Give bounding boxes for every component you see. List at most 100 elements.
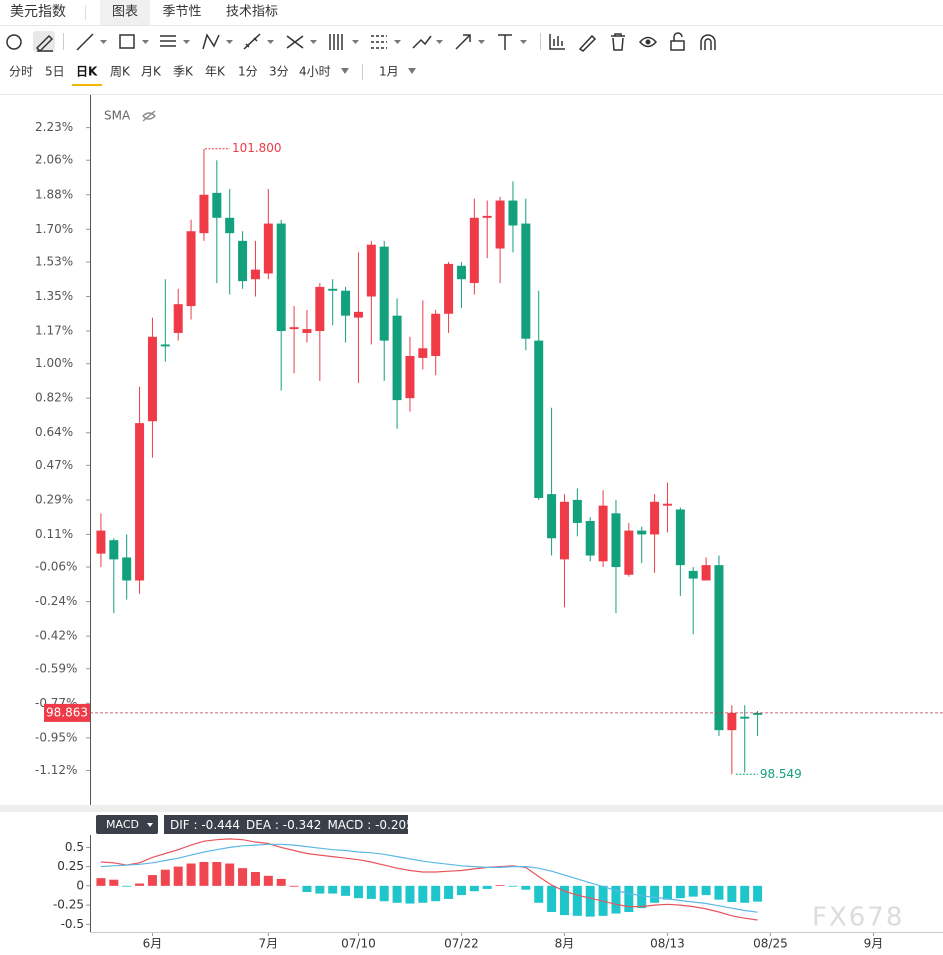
tool-icon[interactable] — [329, 34, 343, 50]
candle-body — [212, 192, 222, 218]
candle-body — [482, 215, 492, 218]
period-underline — [72, 84, 102, 86]
indicator-select[interactable] — [96, 815, 158, 834]
tool-icon[interactable] — [498, 34, 512, 50]
macd-bar — [521, 885, 531, 890]
dropdown-arrow[interactable] — [310, 40, 317, 44]
macd-bar — [276, 878, 286, 886]
dropdown-arrow[interactable] — [341, 68, 349, 74]
range[interactable]: 1月 — [379, 65, 399, 79]
candle-body — [534, 340, 544, 498]
macd-bar — [405, 885, 415, 904]
y-tick-label: -0.25 — [53, 898, 84, 912]
panel-separator — [0, 805, 943, 812]
macd-bar — [714, 885, 724, 900]
macd-bar — [456, 885, 466, 896]
macd-bar — [109, 879, 119, 886]
tool-icon[interactable] — [578, 34, 597, 52]
candle-body — [521, 223, 531, 339]
tool-icon[interactable] — [611, 33, 625, 51]
tool-icon[interactable] — [645, 39, 651, 45]
dropdown-arrow[interactable] — [100, 40, 107, 44]
tool-icon[interactable] — [119, 34, 135, 49]
macd-bar — [263, 875, 273, 886]
macd-bar — [212, 862, 222, 886]
tab[interactable]: 技术指标 — [226, 5, 278, 20]
indicator-select-label[interactable]: MACD — [106, 818, 139, 831]
tool-icon[interactable] — [412, 35, 432, 49]
dropdown-arrow[interactable] — [394, 40, 401, 44]
dropdown-arrow[interactable] — [520, 40, 527, 44]
y-tick-label: -0.24% — [35, 594, 77, 608]
candle-body — [701, 565, 711, 581]
tool-icon[interactable] — [202, 33, 220, 50]
period[interactable]: 3分 — [269, 65, 289, 79]
period[interactable]: 周K — [110, 65, 131, 79]
candle-body — [147, 336, 157, 422]
candle-body — [637, 530, 647, 535]
tab[interactable]: 季节性 — [162, 5, 201, 20]
tool-icon[interactable] — [35, 34, 54, 53]
tool-icon[interactable] — [6, 34, 22, 50]
macd-bar — [238, 868, 248, 886]
period[interactable]: 4小时 — [299, 65, 331, 79]
tool-icon[interactable] — [76, 33, 94, 51]
dropdown-arrow[interactable] — [142, 40, 149, 44]
candle-body — [379, 246, 389, 341]
visibility-icon[interactable] — [142, 110, 156, 122]
tool-icon[interactable] — [371, 35, 387, 49]
period[interactable]: 分时 — [9, 65, 33, 79]
macd-bar — [559, 885, 569, 916]
eye-slash[interactable] — [142, 110, 156, 122]
dropdown-arrow[interactable] — [436, 40, 443, 44]
macd-bar — [199, 862, 209, 886]
y-tick-label: -0.5 — [61, 917, 84, 931]
y-tick-label: 0.25 — [57, 859, 84, 873]
dropdown-arrow[interactable] — [183, 40, 190, 44]
x-tick-label: 9月 — [864, 937, 884, 951]
tool-icon[interactable] — [160, 35, 176, 47]
macd-bar — [740, 885, 750, 903]
y-tick-label: 1.00% — [35, 356, 73, 370]
dropdown-arrow[interactable] — [478, 40, 485, 44]
tool-icon[interactable] — [455, 34, 471, 50]
dropdown-arrow[interactable] — [408, 68, 416, 74]
dropdown-arrow[interactable] — [147, 823, 153, 827]
indicator-label: SMA — [104, 109, 131, 123]
macd-line — [100, 843, 758, 913]
y-tick-label: 2.23% — [35, 120, 73, 134]
macd-bar — [534, 885, 544, 903]
macd-bar — [482, 885, 492, 889]
dropdown-arrow[interactable] — [226, 40, 233, 44]
period[interactable]: 季K — [173, 65, 194, 79]
tool-icon[interactable] — [673, 32, 683, 41]
macd-bar — [341, 885, 351, 896]
macd-bar — [727, 885, 737, 902]
period-selected[interactable]: 日K — [76, 65, 98, 79]
dropdown-arrow[interactable] — [267, 40, 274, 44]
macd-bar — [366, 885, 376, 899]
tool-icon[interactable] — [700, 34, 716, 50]
macd-bar — [753, 885, 763, 902]
min-label: 98.549 — [760, 767, 802, 781]
tool-icon[interactable] — [549, 34, 565, 50]
tab[interactable]: 图表 — [112, 5, 138, 20]
candle-body — [662, 503, 672, 506]
x-tick-label: 07/22 — [444, 937, 479, 951]
tool-icon[interactable] — [286, 35, 304, 49]
tool-icon[interactable] — [243, 33, 261, 50]
macd-line — [100, 838, 758, 921]
x-tick-label: 08/13 — [650, 937, 685, 951]
candle-body — [160, 344, 170, 347]
tool-icon[interactable] — [638, 36, 658, 48]
period[interactable]: 年K — [205, 65, 226, 79]
period[interactable]: 月K — [141, 65, 162, 79]
candle-body — [624, 530, 634, 575]
y-tick-label: -1.12% — [35, 763, 77, 777]
macd-bar — [302, 885, 312, 892]
dropdown-arrow[interactable] — [352, 40, 359, 44]
period[interactable]: 5日 — [45, 65, 65, 79]
tool-icon[interactable] — [670, 40, 685, 51]
x-tick-label: 7月 — [259, 937, 279, 951]
period[interactable]: 1分 — [238, 65, 258, 79]
